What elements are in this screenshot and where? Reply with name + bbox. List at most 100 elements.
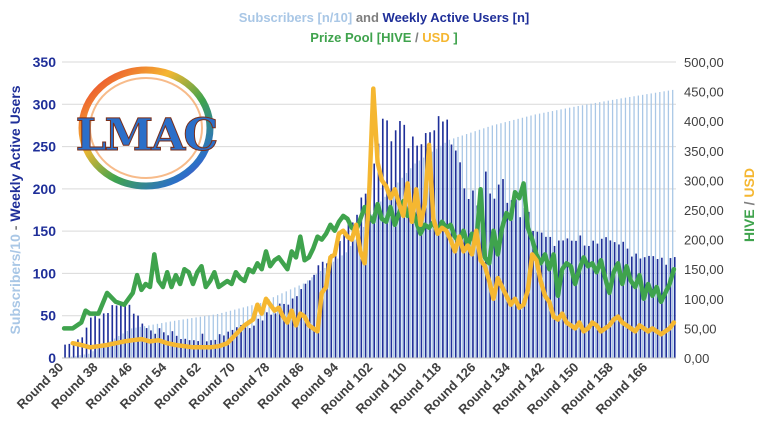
wau-bar (618, 244, 620, 358)
subscribers-bar (285, 291, 287, 358)
wau-bar (343, 231, 345, 358)
wau-bar (377, 143, 380, 358)
wau-bar (631, 256, 633, 358)
wau-bar (579, 235, 582, 358)
subscribers-bar (100, 346, 103, 358)
wau-bar (167, 335, 169, 358)
subscribers-bar (83, 354, 86, 358)
y-right-tick-label: 350,00 (684, 144, 724, 159)
y-left-tick-label: 100 (33, 265, 57, 281)
subscribers-bar (646, 94, 648, 358)
subscribers-bar (251, 305, 253, 358)
subscribers-bar (70, 356, 73, 358)
y-right-tick-label: 200,00 (684, 233, 724, 248)
y-right-tick-label: 400,00 (684, 114, 724, 129)
y-right-tick-label: 100,00 (684, 292, 724, 307)
wau-bars (64, 116, 676, 359)
subscribers-bar (362, 226, 365, 358)
y-left-tick-label: 0 (48, 350, 56, 366)
subscribers-bar (350, 245, 352, 358)
label-span: - (7, 222, 23, 234)
y-left-tick-label: 150 (33, 223, 57, 239)
wau-bar (665, 264, 667, 358)
wau-bar (244, 327, 247, 358)
subscribers-bar (328, 264, 330, 358)
wau-bar (257, 318, 260, 358)
subscribers-bar (199, 316, 202, 358)
wau-bar (261, 320, 264, 358)
wau-bar (562, 240, 564, 358)
subscribers-bar (268, 299, 270, 358)
subscribers-bar (487, 126, 489, 358)
label-span: / (411, 30, 422, 45)
wau-bar (132, 313, 135, 358)
wau-bar (386, 120, 388, 358)
label-span: USD (741, 168, 757, 198)
subscribers-bar (590, 103, 592, 358)
y-left-tick-label: 300 (33, 96, 57, 112)
subscribers-bar (573, 106, 575, 358)
subscribers-bar (311, 277, 313, 358)
wau-bar (467, 198, 470, 358)
subscribers-bar (367, 220, 369, 358)
wau-bar (145, 328, 148, 358)
subscribers-bar (272, 297, 275, 358)
wau-bar (454, 150, 457, 358)
subscribers-bar (517, 118, 519, 358)
wau-bar (673, 257, 676, 358)
wau-bar (446, 119, 449, 359)
wau-bar (429, 132, 431, 358)
wau-bar (373, 163, 376, 358)
subscribers-bar (208, 315, 210, 358)
subscribers-bar (332, 261, 335, 358)
wau-bar (356, 214, 358, 358)
subscribers-bar (508, 121, 511, 359)
subscribers-bar (375, 207, 378, 358)
wau-bar (313, 274, 315, 358)
subscribers-bar (547, 111, 549, 358)
wau-bar (128, 304, 131, 358)
subscribers-bar (654, 92, 657, 359)
y-right-tick-label: 450,00 (684, 85, 724, 100)
subscribers-bar (551, 111, 554, 359)
wau-bar (180, 339, 182, 358)
wau-bar (369, 163, 371, 358)
wau-bar (72, 344, 75, 358)
subscribers-bar (182, 319, 184, 358)
usd-line (70, 86, 677, 350)
wau-bar (412, 136, 414, 358)
subscribers-bar (113, 338, 116, 358)
wau-bar (394, 130, 397, 358)
y-left-tick-label: 50 (40, 308, 56, 324)
wau-bar (536, 231, 539, 358)
subscribers-bar (672, 89, 674, 358)
wau-bar (523, 207, 526, 358)
wau-bar (403, 124, 406, 359)
label-span: Weekly Active Users (7, 85, 23, 221)
subscribers-bar (126, 330, 129, 358)
subscribers-bar (255, 304, 257, 358)
wau-bar (77, 339, 79, 358)
wau-bar (570, 240, 573, 358)
subscribers-bar (388, 192, 390, 358)
wau-bar (150, 330, 152, 358)
subscribers-bar (264, 301, 266, 358)
subscribers-bar (358, 233, 360, 358)
subscribers-bar (242, 307, 244, 358)
wau-bar (489, 193, 491, 358)
wau-bar (360, 197, 363, 358)
wau-bar (510, 200, 513, 358)
subscribers-bar (212, 314, 214, 358)
prize-pool-lines (61, 86, 677, 350)
label-span: Prize Pool [HIVE (310, 30, 411, 45)
wau-bar (278, 303, 281, 358)
wau-bar (407, 148, 410, 358)
wau-bar (669, 258, 672, 358)
subscribers-bar (560, 109, 562, 358)
wau-bar (321, 261, 324, 358)
subscribers-bar (435, 148, 438, 358)
label-span: Subscribers/10 (7, 234, 23, 335)
subscribers-bar (594, 102, 597, 358)
wau-bar (420, 144, 423, 358)
y-right-tick-label: 150,00 (684, 262, 724, 277)
